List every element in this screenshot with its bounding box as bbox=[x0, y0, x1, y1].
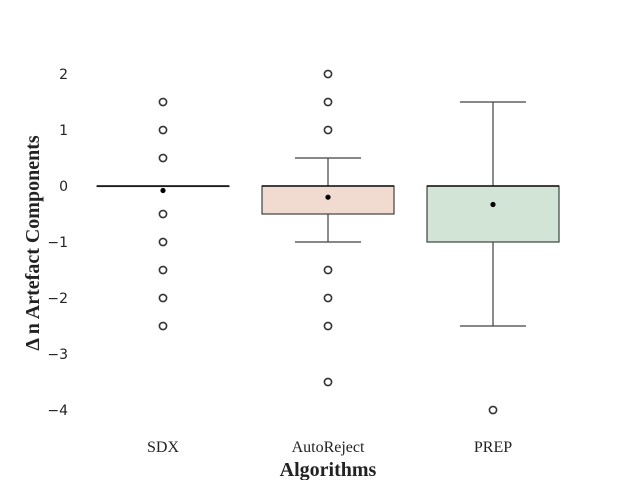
outlier-point bbox=[158, 209, 168, 219]
outlier-point bbox=[158, 125, 168, 135]
x-axis-label: Algorithms bbox=[280, 459, 377, 480]
outlier-point bbox=[323, 293, 333, 303]
y-axis-ticks: 2 1 0 −1 −2 −3 −4 bbox=[47, 67, 68, 419]
box-group bbox=[96, 97, 230, 331]
outlier-point bbox=[158, 153, 168, 163]
y-tick-label: −4 bbox=[47, 403, 68, 419]
box-iqr bbox=[261, 185, 395, 215]
x-axis-ticks: SDX AutoReject PREP bbox=[147, 439, 512, 456]
mean-marker bbox=[490, 201, 496, 208]
box-series bbox=[96, 69, 560, 415]
y-tick-label: 1 bbox=[59, 123, 68, 139]
y-tick-label: −3 bbox=[47, 347, 68, 363]
outlier-point bbox=[158, 265, 168, 275]
outlier-point bbox=[323, 69, 333, 79]
x-tick-label: PREP bbox=[474, 439, 512, 456]
outlier-point bbox=[323, 265, 333, 275]
box-group bbox=[261, 69, 395, 387]
mean-marker bbox=[160, 187, 166, 194]
x-tick-label: SDX bbox=[147, 439, 179, 456]
outlier-point bbox=[158, 97, 168, 107]
outlier-point bbox=[488, 405, 498, 415]
y-tick-label: 0 bbox=[59, 179, 68, 195]
outlier-point bbox=[158, 293, 168, 303]
outlier-point bbox=[323, 377, 333, 387]
x-tick-label: AutoReject bbox=[292, 439, 365, 456]
y-tick-label: 2 bbox=[59, 67, 68, 83]
box-group bbox=[426, 101, 560, 415]
outlier-point bbox=[158, 237, 168, 247]
y-tick-label: −1 bbox=[47, 235, 68, 251]
outlier-point bbox=[158, 321, 168, 331]
y-tick-label: −2 bbox=[47, 291, 68, 307]
mean-marker bbox=[325, 194, 331, 200]
outlier-point bbox=[323, 125, 333, 135]
y-axis-label: Δ n Artefact Components bbox=[22, 135, 44, 351]
outlier-point bbox=[323, 97, 333, 107]
box-iqr bbox=[426, 185, 560, 243]
outlier-point bbox=[323, 321, 333, 331]
